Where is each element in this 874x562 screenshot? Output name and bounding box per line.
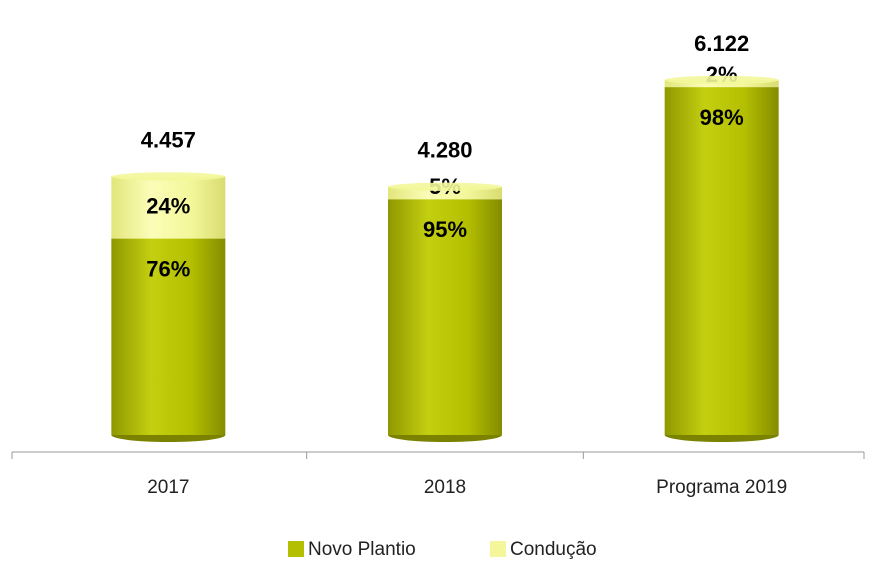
x-tick-label: 2017 bbox=[147, 477, 189, 498]
x-tick-label: Programa 2019 bbox=[656, 477, 787, 498]
data-label: 24% bbox=[146, 193, 190, 218]
legend-label: Novo Plantio bbox=[308, 539, 416, 560]
data-label: 95% bbox=[423, 217, 467, 242]
bar-top bbox=[664, 75, 779, 85]
legend-swatch bbox=[490, 541, 506, 557]
bar-segment bbox=[388, 199, 502, 435]
legend-label: Condução bbox=[510, 539, 597, 560]
data-label: 76% bbox=[146, 256, 190, 281]
bar-top bbox=[111, 172, 226, 181]
legend-swatch bbox=[288, 541, 304, 557]
bar-top bbox=[388, 182, 502, 192]
data-label: 98% bbox=[700, 105, 744, 130]
x-tick-label: 2018 bbox=[424, 477, 466, 498]
total-label: 4.457 bbox=[141, 127, 196, 152]
bar-segment bbox=[664, 87, 779, 435]
bar-segment bbox=[111, 238, 226, 435]
total-label: 6.122 bbox=[694, 31, 749, 56]
bar-segment bbox=[111, 176, 226, 239]
total-label: 4.280 bbox=[417, 138, 472, 163]
